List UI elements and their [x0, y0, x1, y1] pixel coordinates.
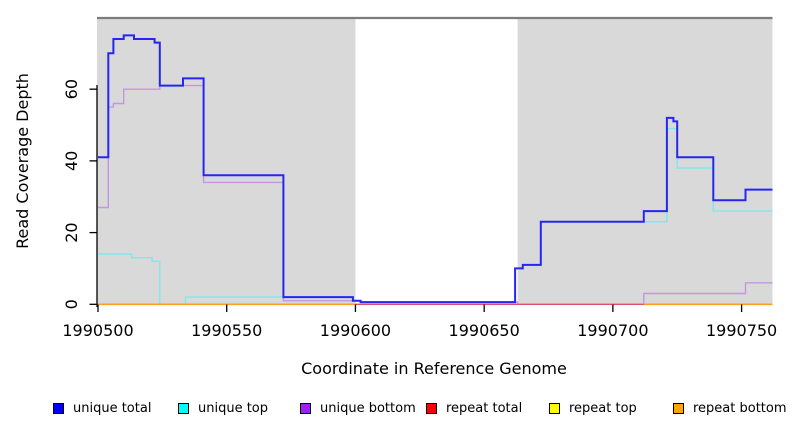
legend-label: unique bottom	[320, 400, 416, 416]
legend-item-repeat-total: repeat total	[426, 399, 522, 417]
legend-item-unique-bottom: unique bottom	[300, 399, 416, 417]
legend-label: unique top	[198, 400, 269, 416]
series-line-unique-bottom	[98, 84, 773, 305]
legend-swatch-icon	[300, 402, 311, 414]
legend: unique total unique top unique bottom repea…	[0, 399, 792, 421]
y-tick-label: 20	[62, 222, 81, 242]
x-tick-label: 1990750	[706, 321, 777, 340]
x-tick-label: 1990550	[191, 321, 262, 340]
legend-swatch-icon	[53, 402, 64, 414]
series-lines	[98, 34, 773, 306]
legend-swatch-icon	[426, 402, 437, 414]
legend-label: repeat top	[569, 400, 637, 416]
axes: 0 20 40 60 1990500 1990550 1990600 1990650 19907…	[62, 79, 777, 340]
legend-label: repeat bottom	[693, 400, 787, 416]
x-tick-label: 1990650	[449, 321, 520, 340]
legend-swatch-icon	[178, 402, 189, 414]
y-axis-title: Read Coverage Depth	[13, 73, 32, 249]
y-tick-label: 60	[62, 79, 81, 99]
legend-swatch-icon	[673, 402, 684, 414]
x-tick-label: 1990500	[62, 321, 133, 340]
series-line-unique-total	[98, 34, 773, 304]
x-axis-title: Coordinate in Reference Genome	[301, 359, 567, 378]
x-tick-label: 1990600	[320, 321, 391, 340]
legend-label: unique total	[73, 400, 152, 416]
legend-item-unique-top: unique top	[178, 399, 268, 417]
legend-item-unique-total: unique total	[53, 399, 151, 417]
y-tick-label: 0	[62, 299, 81, 309]
legend-item-repeat-bottom: repeat bottom	[673, 399, 787, 417]
legend-label: repeat total	[446, 400, 523, 416]
legend-item-repeat-top: repeat top	[549, 399, 637, 417]
masked-region	[355, 19, 518, 304]
x-tick-label: 1990700	[577, 321, 648, 340]
legend-swatch-icon	[549, 402, 560, 414]
y-tick-label: 40	[62, 151, 81, 171]
